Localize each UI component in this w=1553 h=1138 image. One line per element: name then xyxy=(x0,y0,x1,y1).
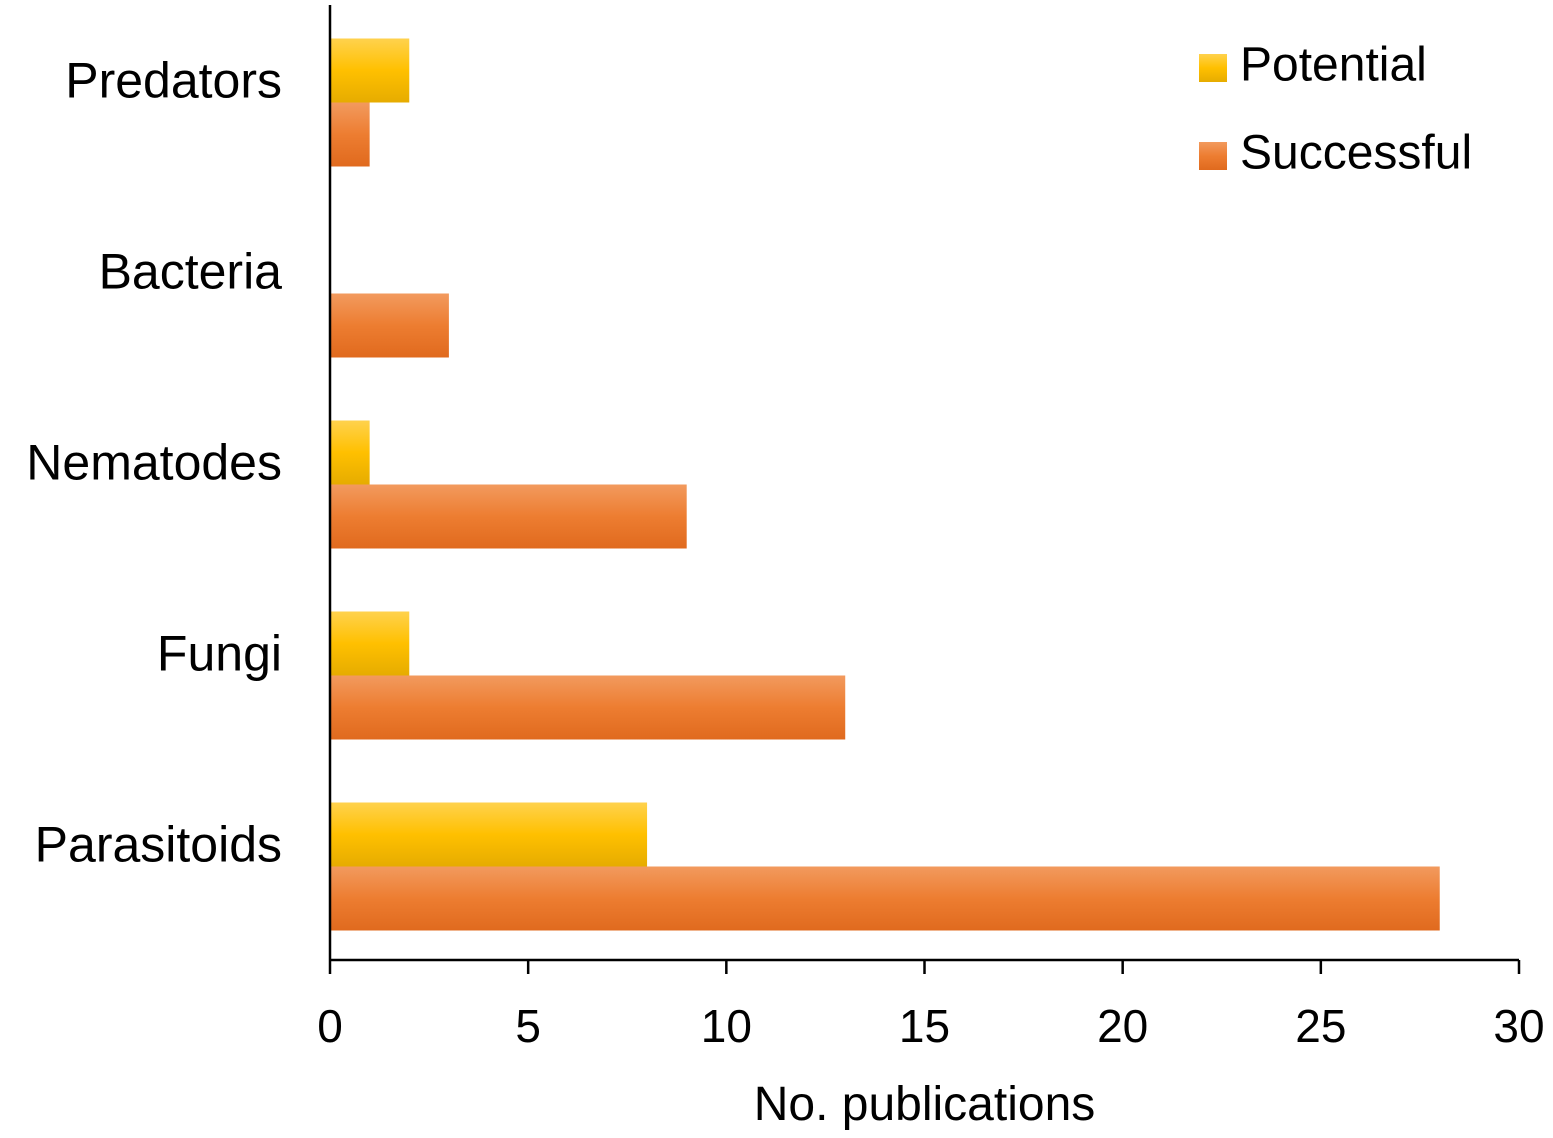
bar-potential-nematodes xyxy=(330,420,370,485)
category-label: Parasitoids xyxy=(35,817,282,873)
bar-successful-parasitoids xyxy=(330,866,1440,931)
bar-successful-nematodes xyxy=(330,484,687,549)
x-tick-label: 25 xyxy=(1295,1000,1346,1052)
bar-potential-fungi xyxy=(330,611,410,676)
legend-swatch-successful xyxy=(1199,142,1227,170)
legend: Potential Successful xyxy=(1199,39,1472,180)
x-tick-label: 5 xyxy=(515,1000,541,1052)
category-label: Predators xyxy=(65,53,282,109)
category-label: Bacteria xyxy=(99,244,283,300)
category-labels: Predators Bacteria Nematodes Fungi Parasitoi… xyxy=(26,53,282,873)
category-label: Nematodes xyxy=(26,435,282,491)
x-tick-label: 10 xyxy=(701,1000,752,1052)
bar-potential-predators xyxy=(330,38,410,103)
bar-successful-predators xyxy=(330,102,370,167)
x-tick-label: 30 xyxy=(1493,1000,1544,1052)
x-tick-label: 20 xyxy=(1097,1000,1148,1052)
legend-label-potential: Potential xyxy=(1240,39,1427,92)
category-label: Fungi xyxy=(157,626,282,682)
bar-successful-fungi xyxy=(330,675,846,740)
legend-label-successful: Successful xyxy=(1240,127,1472,180)
bars-layer xyxy=(330,38,1440,931)
x-tick-label: 0 xyxy=(317,1000,343,1052)
x-axis-title: No. publications xyxy=(754,1078,1096,1131)
x-ticks: 0 5 10 15 20 25 30 xyxy=(317,960,1545,1052)
legend-swatch-potential xyxy=(1199,54,1227,82)
x-tick-label: 15 xyxy=(899,1000,950,1052)
bar-potential-parasitoids xyxy=(330,802,648,867)
bar-successful-bacteria xyxy=(330,293,449,358)
